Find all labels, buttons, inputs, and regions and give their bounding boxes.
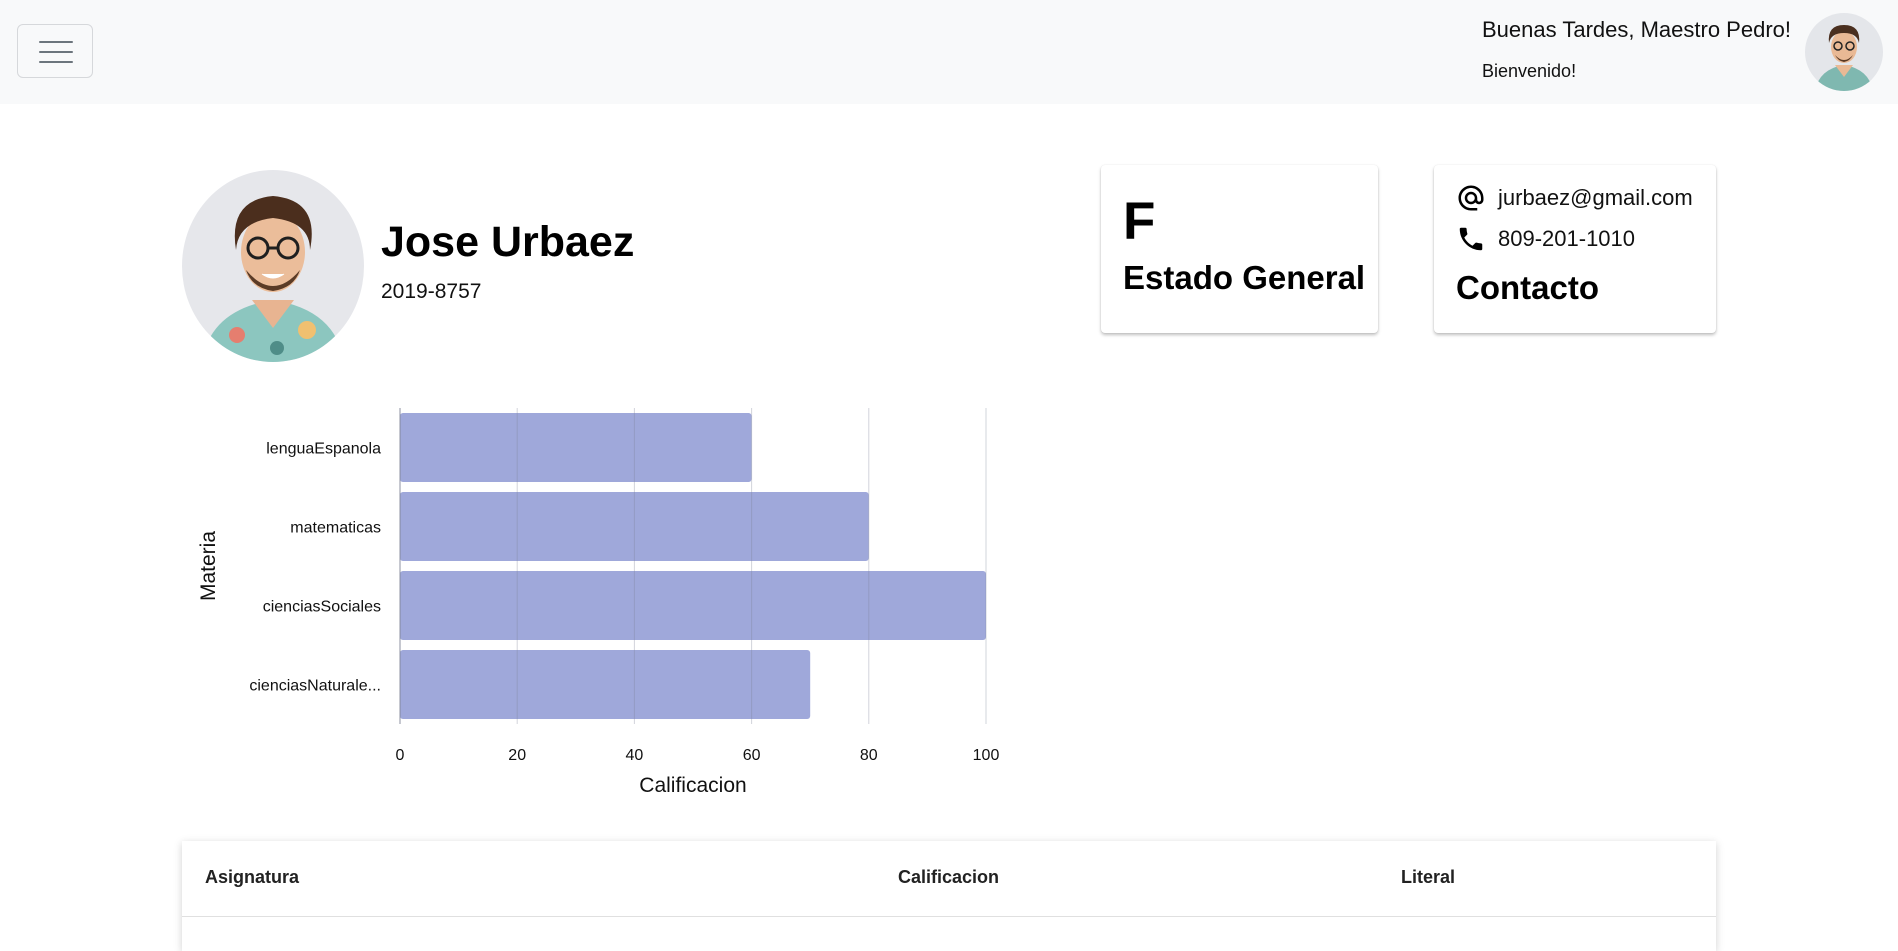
- avatar-photo: [1805, 13, 1883, 91]
- greeting-text: Buenas Tardes, Maestro Pedro!: [1482, 17, 1791, 42]
- student-id: 2019-8757: [381, 280, 482, 303]
- chart-y-category-label: cienciasSociales: [263, 599, 381, 616]
- chart-x-tick-label: 40: [626, 747, 644, 764]
- phone-icon: [1456, 224, 1486, 254]
- chart-x-axis-label: Calificacion: [639, 774, 746, 797]
- chart-bar-3: [400, 650, 811, 719]
- contact-email-row: jurbaez@gmail.com: [1456, 183, 1693, 213]
- student-avatar: [182, 170, 364, 362]
- chart-bar-2: [400, 571, 986, 640]
- contact-phone: 809-201-1010: [1498, 226, 1636, 251]
- status-card-title: Estado General: [1123, 259, 1366, 296]
- chart-y-category-label: lenguaEspanola: [266, 441, 381, 458]
- status-value: F: [1123, 192, 1156, 251]
- hamburger-menu-icon: [39, 41, 73, 43]
- chart-bar-1: [400, 492, 869, 561]
- menu-toggle-button[interactable]: [17, 24, 93, 78]
- at-sign-icon: [1456, 183, 1486, 213]
- chart-x-tick-label: 20: [508, 747, 526, 764]
- grades-bar-chart: 0 20 40 60 80 100 lenguaEspanola matematicas cie…: [197, 408, 1000, 797]
- contact-card: jurbaez@gmail.com 809-201-1010 Contacto: [1434, 165, 1716, 333]
- grades-table: Asignatura Calificacion Literal: [182, 841, 1716, 951]
- table-header-asignatura: Asignatura: [205, 867, 300, 887]
- status-card: F Estado General: [1101, 165, 1378, 333]
- table-header-calificacion: Calificacion: [898, 867, 1000, 887]
- table-header-divider: [182, 916, 1716, 917]
- chart-y-axis-label: Materia: [197, 531, 220, 601]
- chart-y-category-label: matematicas: [290, 520, 381, 537]
- student-photo: [182, 170, 364, 362]
- top-navbar: Buenas Tardes, Maestro Pedro! Bienvenido…: [0, 0, 1898, 104]
- user-avatar[interactable]: [1805, 13, 1883, 91]
- chart-x-tick-label: 100: [973, 747, 1000, 764]
- chart-x-tick-label: 0: [396, 747, 405, 764]
- contact-phone-row: 809-201-1010: [1456, 224, 1635, 254]
- contact-email: jurbaez@gmail.com: [1498, 185, 1693, 210]
- chart-x-tick-label: 80: [860, 747, 878, 764]
- welcome-text: Bienvenido!: [1482, 61, 1577, 81]
- contact-card-title: Contacto: [1456, 269, 1599, 306]
- chart-bar-0: [400, 413, 752, 482]
- table-header-literal: Literal: [1401, 867, 1456, 887]
- chart-y-category-label: cienciasNaturale...: [249, 678, 381, 695]
- student-name: Jose Urbaez: [381, 218, 635, 266]
- chart-x-tick-label: 60: [743, 747, 761, 764]
- hamburger-line: [39, 61, 73, 63]
- hamburger-line: [39, 51, 73, 53]
